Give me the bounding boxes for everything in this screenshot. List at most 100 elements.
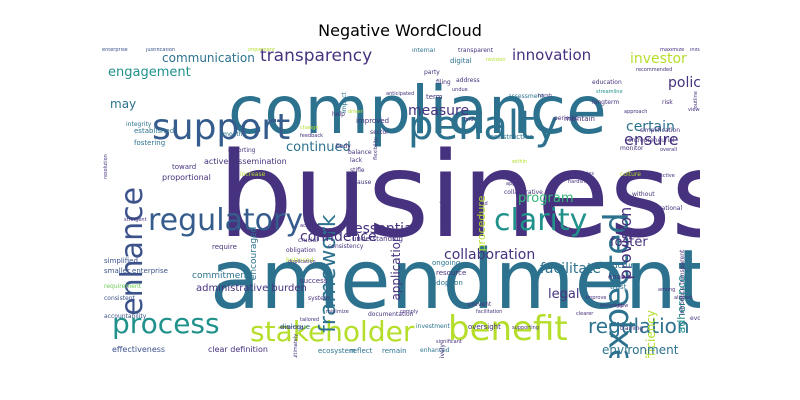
cloud-word: grow (616, 303, 629, 309)
cloud-word: evolving (690, 315, 700, 322)
cloud-word: adoption (432, 279, 463, 287)
cloud-word: including (600, 303, 623, 309)
cloud-word: ongoing (432, 259, 461, 267)
cloud-word: appear (506, 181, 524, 187)
cloud-word: documentation (368, 311, 414, 318)
cloud-word: ecosystem (318, 347, 356, 355)
cloud-word: obligation (286, 247, 316, 254)
cloud-word: structure (602, 261, 639, 270)
cloud-word: stifle (350, 167, 365, 174)
cloud-word: find (464, 117, 474, 123)
cloud-word: resource (436, 269, 467, 277)
cloud-word: encouraged (249, 226, 259, 281)
cloud-word: undue (452, 87, 468, 93)
cloud-word: comply (400, 309, 419, 315)
cloud-word: enterprise (102, 48, 128, 53)
cloud-word: resolution (103, 154, 109, 179)
cloud-word: proportional (162, 173, 211, 182)
cloud-word: improve (586, 295, 607, 301)
cloud-word: practical (496, 175, 518, 181)
cloud-word: recommended (636, 67, 673, 73)
cloud-word: assessment (508, 93, 544, 100)
cloud-word: dialogue (280, 323, 311, 331)
cloud-word: positively (439, 344, 446, 358)
cloud-word: longterm (592, 99, 620, 106)
cloud-word: active dissemination (204, 157, 287, 166)
cloud-word: minimize (326, 309, 349, 315)
cloud-word: outline (693, 91, 699, 109)
cloud-word: change (300, 125, 319, 131)
cloud-word: approach (624, 109, 648, 115)
cloud-word: regulation (588, 314, 690, 338)
cloud-word: operational (648, 205, 683, 212)
cloud-word: anticipated (386, 91, 415, 97)
cloud-word: program (518, 191, 574, 206)
cloud-word: entrepreneurial (628, 137, 675, 144)
cloud-word: promote (439, 196, 446, 223)
cloud-word: training (620, 325, 644, 332)
cloud-word: smooth (220, 131, 243, 138)
cloud-word: collaborative (504, 189, 543, 196)
cloud-word: viewed (688, 107, 700, 113)
cloud-word: eliminates (568, 171, 594, 177)
cloud-word: aligned (674, 295, 693, 301)
cloud-word: achieve (300, 223, 320, 229)
cloud-word: application (389, 234, 403, 301)
cloud-word: measure (408, 103, 470, 119)
cloud-word: maximize (660, 48, 685, 53)
cloud-word: maintain (564, 115, 595, 123)
cloud-word: culture (620, 171, 641, 178)
cloud-word: filing (436, 79, 451, 86)
cloud-word: body (336, 143, 351, 150)
cloud-word: help (332, 111, 345, 118)
cloud-word: confidence (300, 229, 377, 245)
cloud-word: party (424, 69, 440, 76)
cloud-word: enable (608, 273, 632, 281)
cloud-word: compliance (228, 72, 607, 149)
word-cloud: compliance business amendment penalty suppor… (100, 48, 700, 358)
cloud-word: ensure (624, 130, 679, 149)
cloud-word: education (592, 79, 622, 86)
cloud-word: transparent (458, 48, 494, 54)
cloud-word: communication (162, 51, 255, 65)
cloud-word: term (426, 93, 443, 101)
cloud-word: continued (286, 140, 351, 155)
cloud-word: justification (146, 48, 176, 53)
cloud-word: initiative (690, 48, 700, 53)
cloud-word: business (218, 126, 700, 264)
cloud-word: commitment (192, 271, 250, 281)
cloud-word: enhanced (420, 347, 450, 354)
cloud-word: essential (354, 221, 417, 237)
cloud-word: consistency (328, 243, 364, 250)
cloud-word: digital (450, 57, 472, 65)
cloud-word: fostering (134, 139, 166, 147)
cloud-word: reporting (228, 147, 256, 154)
cloud-word: tailored (300, 317, 320, 323)
cloud-word: remain (382, 347, 407, 355)
cloud-word: established (134, 127, 175, 135)
cloud-word: benefit (448, 309, 568, 349)
cloud-word: facilitate (540, 261, 602, 277)
cloud-word: lack (350, 157, 363, 164)
cloud-word: engagement (108, 65, 191, 80)
cloud-word: stakeholder (250, 315, 415, 348)
cloud-word: investor (630, 51, 687, 67)
cloud-word: balance (348, 149, 372, 156)
cloud-word: risk (662, 99, 673, 106)
cloud-word: clarity (494, 203, 588, 238)
cloud-word: objective (652, 173, 675, 179)
cloud-word: introduce transparent (679, 249, 686, 316)
cloud-word: foster (610, 235, 648, 250)
cloud-word: implement (248, 48, 275, 53)
cloud-word: address (456, 77, 480, 84)
cloud-word: trust (610, 283, 627, 291)
cloud-word: clause (352, 179, 372, 186)
cloud-word: balanced (286, 257, 314, 264)
cloud-word: avoid (474, 201, 488, 207)
cloud-word: ultimately (293, 333, 299, 358)
cloud-word: increase (240, 171, 266, 178)
cloud-word: collaboration (444, 247, 536, 263)
cloud-word: supporting (512, 325, 539, 331)
cloud-word: monitor (620, 145, 644, 152)
cloud-word: consistent (104, 295, 135, 302)
